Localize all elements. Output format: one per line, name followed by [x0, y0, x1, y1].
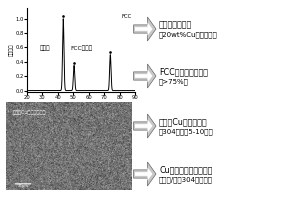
- Text: （接近/超过304不锈钢）: （接近/超过304不锈钢）: [159, 176, 213, 183]
- Text: 高含量Cu元素均匀分布: 高含量Cu元素均匀分布: [12, 110, 46, 115]
- Text: 高含量Cu实现防污性: 高含量Cu实现防污性: [159, 117, 208, 127]
- Text: FCC: FCC: [122, 14, 132, 19]
- Y-axis label: 相对强度: 相对强度: [9, 44, 14, 56]
- Text: 25μm: 25μm: [17, 184, 28, 188]
- X-axis label: Cu lol 2: Cu lol 2: [71, 102, 91, 107]
- Text: （>75%）: （>75%）: [159, 78, 189, 85]
- Text: FCC结构实现高塑性: FCC结构实现高塑性: [159, 68, 208, 76]
- Text: （20wt%Cu实现互溶）: （20wt%Cu实现互溶）: [159, 31, 218, 38]
- Text: Cu均匀分布实现耐蚀性: Cu均匀分布实现耐蚀性: [159, 166, 212, 174]
- Text: （304不锈钢5-10倍）: （304不锈钢5-10倍）: [159, 128, 214, 135]
- Text: FCC相结构: FCC相结构: [70, 46, 92, 51]
- Text: 高熵提高固溶度: 高熵提高固溶度: [159, 21, 192, 29]
- Text: 多主元: 多主元: [40, 46, 51, 51]
